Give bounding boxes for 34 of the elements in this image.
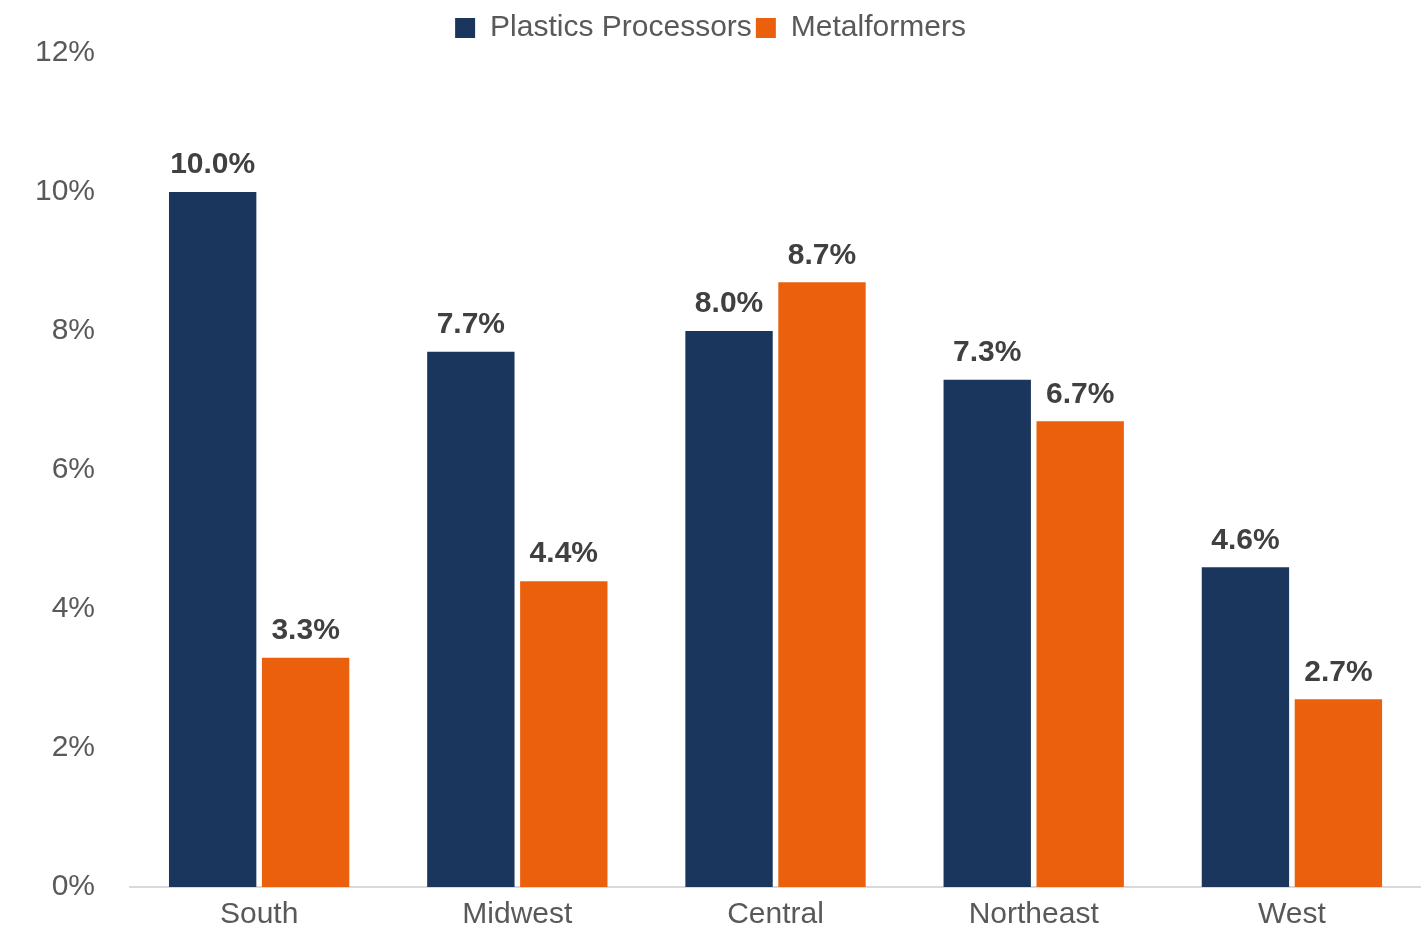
bar [520,581,608,887]
bar [261,657,350,887]
data-label: 4.6% [1211,521,1280,555]
y-tick-label: 2% [51,729,96,763]
bar [778,282,866,887]
y-tick-label: 8% [51,312,96,346]
data-label: 8.7% [787,236,857,270]
legend-label: Metalformers [790,9,966,43]
x-tick-label: Central [727,896,824,930]
x-tick-label: Midwest [462,896,573,930]
bar [1294,699,1383,887]
bar [1036,421,1124,887]
data-label: 10.0% [170,146,256,180]
x-tick-label: West [1258,896,1327,930]
x-tick-label: Northeast [968,896,1100,930]
data-label: 2.7% [1304,653,1373,687]
bar [168,192,257,887]
bar [1201,567,1290,887]
y-tick-label: 4% [51,590,96,624]
bar [943,379,1031,887]
x-tick-label: South [219,896,299,930]
y-tick-label: 10% [35,173,96,207]
data-label: 7.7% [436,306,506,340]
bar [427,351,515,887]
y-tick-label: 0% [51,868,96,902]
data-label: 6.7% [1045,375,1115,409]
y-tick-label: 12% [35,34,96,68]
bar [685,331,773,887]
y-tick-label: 6% [51,451,96,485]
data-label: 4.4% [529,535,598,569]
data-label: 3.3% [271,611,340,645]
data-label: 8.0% [694,285,764,319]
data-label: 7.3% [953,333,1022,367]
legend-label: Plastics Processors [490,9,752,43]
